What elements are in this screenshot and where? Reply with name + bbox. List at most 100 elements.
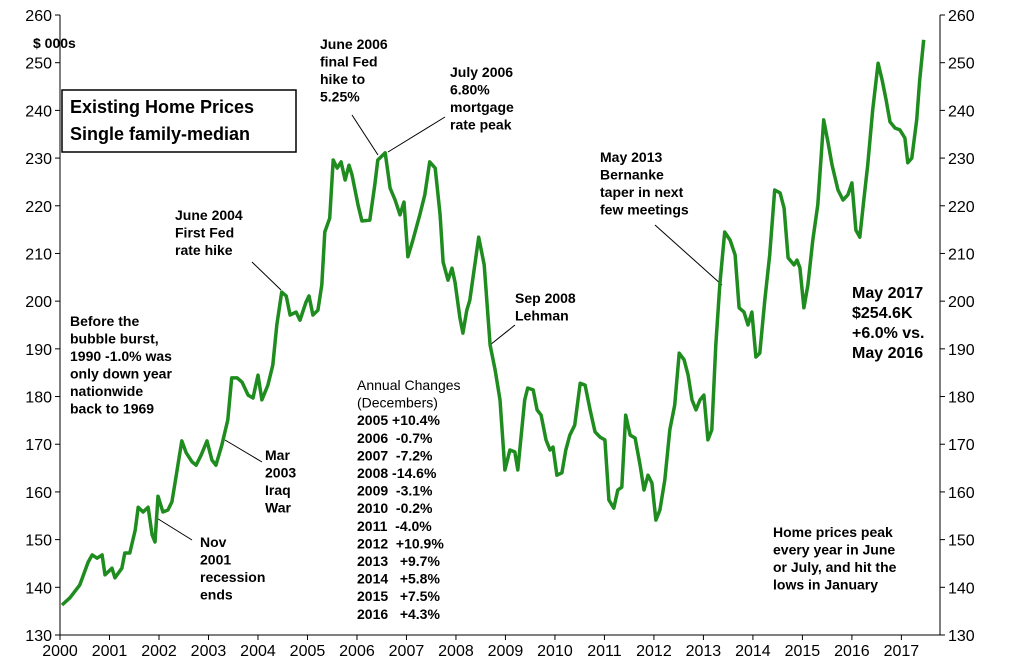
y-tick-label: 180	[25, 390, 52, 407]
annotation: or July, and hit the	[773, 559, 897, 575]
y-tick-label: 260	[25, 8, 52, 25]
x-tick-label: 2001	[92, 643, 128, 660]
y-tick-label: 160	[25, 485, 52, 502]
pointer	[224, 439, 263, 463]
chart-title: Existing Home Prices	[70, 97, 254, 117]
y2-tick-label: 160	[948, 485, 975, 502]
y-tick-label: 190	[25, 342, 52, 359]
annotation: bubble burst,	[70, 331, 159, 347]
annotation: 2007 -7.2%	[357, 447, 433, 463]
y2-tick-label: 220	[948, 199, 975, 216]
annotation: 2015 +7.5%	[357, 588, 440, 604]
y2-tick-label: 250	[948, 56, 975, 73]
y-axis-label: $ 000s	[33, 35, 76, 51]
y2-tick-label: 170	[948, 437, 975, 454]
annotation: 2008 -14.6%	[357, 465, 437, 481]
annotation: 1990 -1.0% was	[70, 348, 172, 364]
annotation: lows in January	[773, 577, 878, 593]
annotation: 6.80%	[450, 82, 490, 98]
annotation: May 2017	[852, 285, 923, 302]
annotation: 2009 -3.1%	[357, 483, 433, 499]
y-tick-label: 130	[25, 628, 52, 645]
x-tick-label: 2008	[438, 643, 474, 660]
y2-tick-label: 240	[948, 103, 975, 120]
annotation: Bernanke	[600, 167, 664, 183]
annotation: +6.0% vs.	[852, 325, 925, 342]
annotation: (Decembers)	[357, 395, 438, 411]
x-tick-label: 2009	[488, 643, 524, 660]
x-tick-label: 2002	[141, 643, 177, 660]
annotation: $254.6K	[852, 305, 913, 322]
annotation: War	[265, 500, 291, 516]
y2-tick-label: 210	[948, 246, 975, 263]
annotation: May 2016	[852, 345, 923, 362]
annotation: mortgage	[450, 99, 514, 115]
x-tick-label: 2003	[191, 643, 227, 660]
x-tick-label: 2006	[339, 643, 375, 660]
annotation: hike to	[320, 71, 365, 87]
y-tick-label: 140	[25, 580, 52, 597]
y2-tick-label: 200	[948, 294, 975, 311]
annotation: nationwide	[70, 383, 143, 399]
y2-tick-label: 190	[948, 342, 975, 359]
annotation: 2006 -0.7%	[357, 430, 433, 446]
pointer	[351, 114, 379, 156]
y2-tick-label: 180	[948, 390, 975, 407]
pointer	[489, 324, 516, 346]
annotation: 2014 +5.8%	[357, 571, 440, 587]
annotation: 2010 -0.2%	[357, 500, 433, 516]
pointers	[154, 114, 723, 541]
annotation: only down year	[70, 366, 172, 382]
y2-tick-label: 230	[948, 151, 975, 168]
y2-tick-label: 150	[948, 533, 975, 550]
pointer	[654, 224, 723, 286]
y-tick-label: 230	[25, 151, 52, 168]
annotation: 2003	[265, 465, 296, 481]
x-tick-label: 2015	[785, 643, 821, 660]
x-tick-label: 2007	[389, 643, 425, 660]
annotation: Nov	[200, 534, 227, 550]
annotation: Iraq	[265, 482, 291, 498]
y-tick-label: 200	[25, 294, 52, 311]
annotation: Mar	[265, 447, 290, 463]
x-tick-label: 2017	[884, 643, 920, 660]
annotation: back to 1969	[70, 401, 154, 417]
annotation: ends	[200, 587, 233, 603]
annotation: 2011 -4.0%	[357, 518, 432, 534]
annotation: May 2013	[600, 149, 662, 165]
annotation: final Fed	[320, 54, 378, 70]
annotation: taper in next	[600, 184, 684, 200]
x-tick-label: 2016	[834, 643, 870, 660]
annotation: every year in June	[773, 542, 895, 558]
y-tick-label: 240	[25, 103, 52, 120]
annotation: 2005 +10.4%	[357, 412, 440, 428]
annotation: Sep 2008	[515, 290, 576, 306]
x-tick-label: 2004	[240, 643, 276, 660]
y-tick-label: 150	[25, 533, 52, 550]
y-tick-label: 170	[25, 437, 52, 454]
annotation: Annual Changes	[357, 377, 461, 393]
annotation: recession	[200, 569, 265, 585]
x-tick-label: 2000	[42, 643, 78, 660]
annotation: 2016 +4.3%	[357, 606, 440, 622]
pointer	[387, 116, 446, 153]
y2-tick-label: 130	[948, 628, 975, 645]
x-tick-label: 2013	[686, 643, 722, 660]
annotation: Home prices peak	[773, 524, 893, 540]
x-tick-label: 2005	[290, 643, 326, 660]
y-tick-label: 210	[25, 246, 52, 263]
y2-tick-label: 260	[948, 8, 975, 25]
annotation: rate hike	[175, 242, 233, 258]
annotation: 5.25%	[320, 89, 360, 105]
annotation: July 2006	[450, 64, 513, 80]
x-tick-label: 2010	[537, 643, 573, 660]
title-box	[61, 89, 297, 153]
annotation: First Fed	[175, 225, 234, 241]
annotation: Before the	[70, 313, 139, 329]
annotation: June 2004	[175, 207, 243, 223]
y2-tick-label: 140	[948, 580, 975, 597]
x-tick-label: 2012	[636, 643, 672, 660]
annotation: rate peak	[450, 117, 512, 133]
annotation: Lehman	[515, 308, 569, 324]
